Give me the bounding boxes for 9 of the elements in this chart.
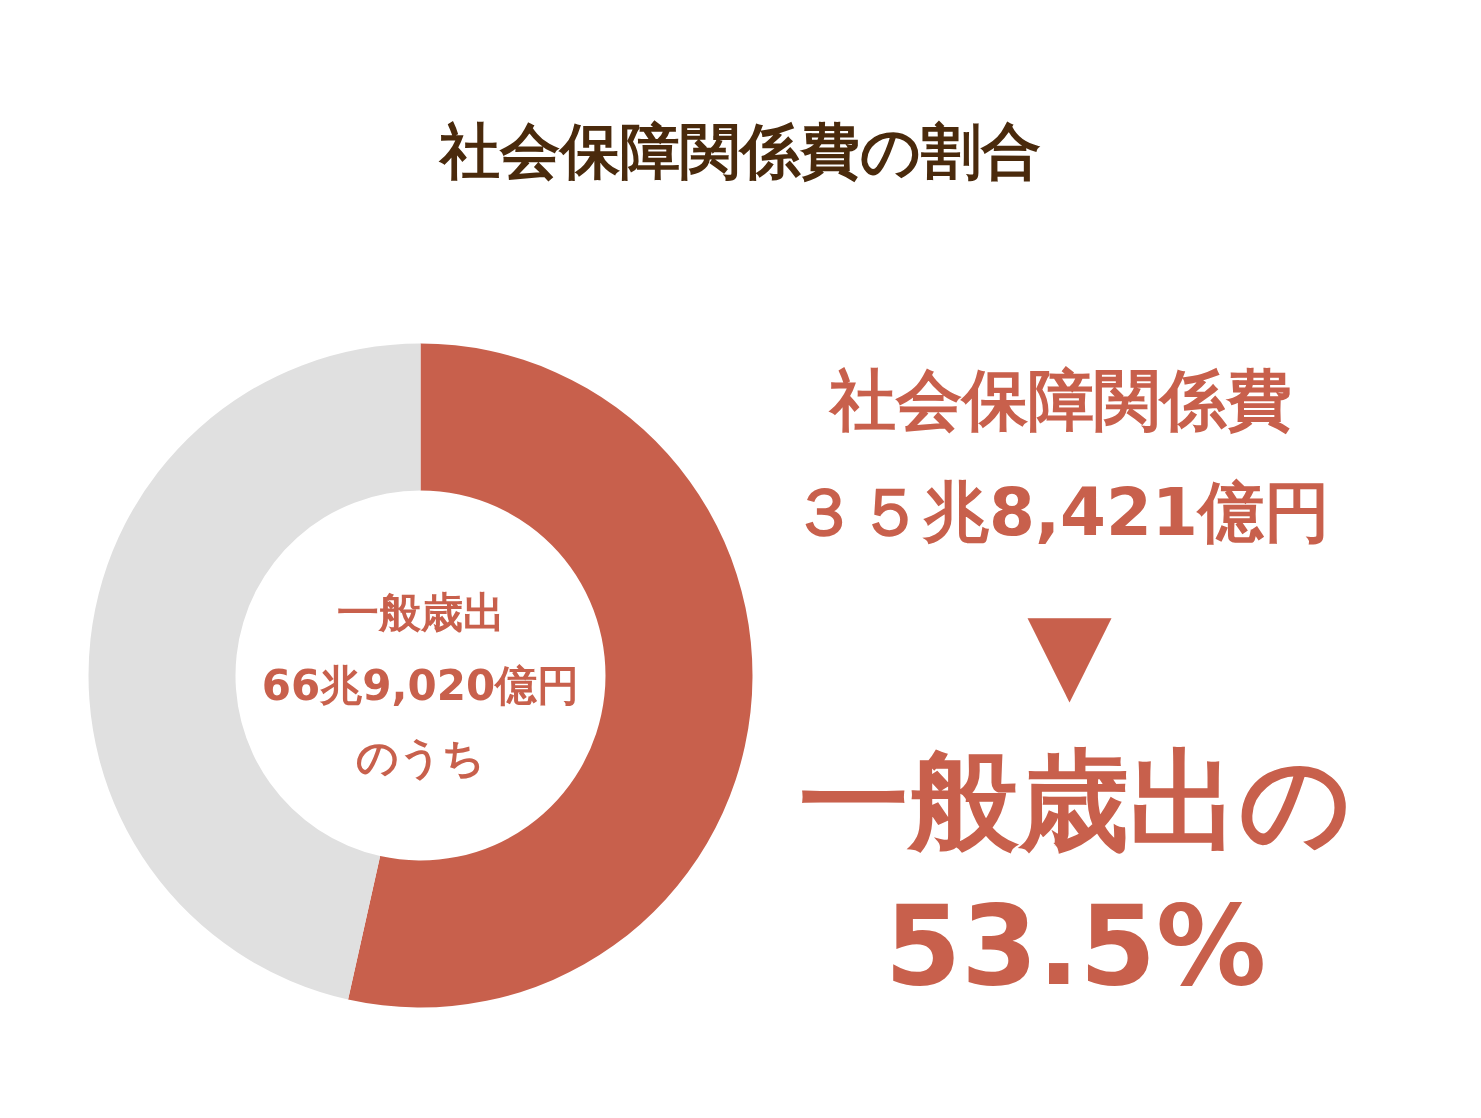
text: のうち bbox=[356, 733, 485, 782]
chart-title: 社会保障関係費の割合 bbox=[438, 115, 1041, 186]
text: ３５兆8,421億円 bbox=[791, 474, 1330, 551]
text: 一般歳出の bbox=[799, 736, 1352, 865]
text: 53.5% bbox=[884, 881, 1267, 1010]
text: 一般歳出 bbox=[336, 588, 505, 637]
text: 社会保障関係費 bbox=[827, 362, 1292, 439]
text: 66兆9,020億円 bbox=[261, 661, 580, 710]
text: ▼ bbox=[1027, 586, 1113, 715]
